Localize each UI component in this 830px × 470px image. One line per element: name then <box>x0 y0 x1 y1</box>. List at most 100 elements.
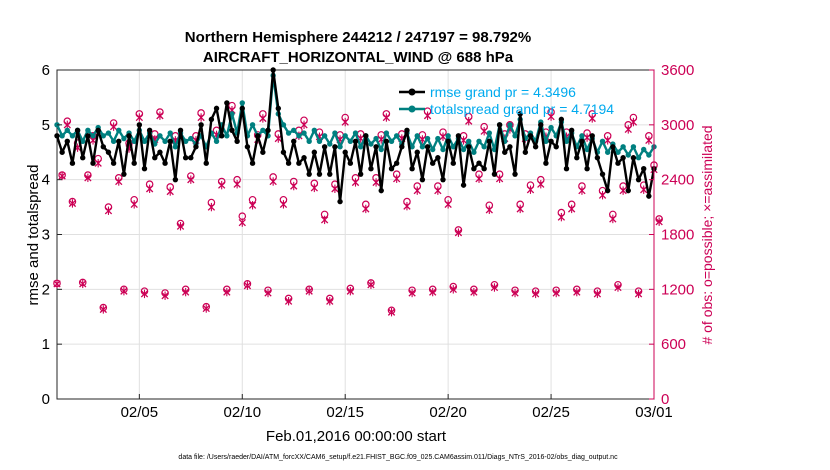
spread-point <box>635 155 642 161</box>
obs-assimilated-marker <box>341 117 349 127</box>
rmse-point <box>249 160 256 166</box>
x-tick-label: 02/25 <box>532 404 570 421</box>
rmse-point <box>332 144 338 150</box>
obs-assimilated-marker <box>176 222 185 231</box>
obs-assimilated-marker <box>248 201 257 210</box>
rmse-point <box>538 122 544 128</box>
rmse-point <box>599 171 606 177</box>
obs-assimilated-marker <box>449 285 457 294</box>
obs-assimilated-marker <box>413 186 421 195</box>
obs-assimilated-marker <box>531 289 540 299</box>
spread-point <box>615 149 621 155</box>
rmse-point <box>296 160 302 166</box>
obs-assimilated-marker <box>104 206 113 215</box>
rmse-point <box>121 171 127 177</box>
spread-point <box>121 135 127 142</box>
obs-assimilated-marker <box>130 200 138 209</box>
rmse-point <box>291 138 297 144</box>
obs-assimilated-marker <box>439 132 447 141</box>
rmse-point <box>213 105 220 112</box>
grid-lines <box>57 69 655 400</box>
spread-point <box>409 144 415 150</box>
obs-assimilated-marker <box>429 287 437 297</box>
spread-point <box>59 133 65 139</box>
rmse-point <box>167 138 173 144</box>
rmse-point <box>435 155 441 161</box>
spread-point <box>630 144 637 150</box>
chart-subtitle: AIRCRAFT_HORIZONTAL_WIND @ 688 hPa <box>203 49 514 66</box>
obs-assimilated-marker <box>238 218 246 227</box>
rmse-point <box>321 144 328 150</box>
rmse-point <box>568 127 575 134</box>
rmse-point <box>95 127 101 134</box>
y2-tick-label: 1800 <box>661 227 694 244</box>
y2-axis-label: # of obs: o=possible; ×=assimilated <box>699 125 715 344</box>
rmse-point <box>604 187 611 194</box>
legend: rmse grand pr = 4.3496 totalspread grand… <box>399 84 614 117</box>
rmse-point <box>563 166 570 172</box>
obs-assimilated-marker <box>470 287 478 297</box>
obs-assimilated-marker <box>387 307 396 317</box>
spread-point <box>548 124 554 131</box>
spread-point <box>291 127 297 134</box>
spread-point <box>512 133 518 139</box>
rmse-point <box>610 144 616 150</box>
spread-point <box>378 146 384 153</box>
obs-assimilated-marker <box>578 186 586 195</box>
rmse-point <box>502 149 508 155</box>
rmse-point <box>69 160 76 166</box>
rmse-point <box>383 138 390 144</box>
obs-assimilated-marker <box>207 202 216 212</box>
obs-assimilated-marker <box>218 180 226 190</box>
obs-assimilated-marker <box>367 280 375 289</box>
rmse-point <box>59 149 65 155</box>
obs-assimilated-marker <box>346 286 355 296</box>
rmse-point <box>327 171 333 177</box>
spread-point <box>64 127 70 134</box>
rmse-point <box>311 149 318 155</box>
obs-assimilated-marker <box>624 125 632 134</box>
obs-assimilated-marker <box>547 112 555 121</box>
obs-assimilated-marker <box>475 174 483 183</box>
rmse-point <box>100 144 107 150</box>
spread-point <box>131 138 137 144</box>
spread-point <box>182 138 189 144</box>
rmse-point <box>409 166 415 172</box>
rmse-point <box>234 138 240 144</box>
spread-point <box>440 146 446 153</box>
spread-point <box>599 138 606 144</box>
y2-tick-label: 3600 <box>661 62 694 79</box>
y-tick-label: 4 <box>42 172 50 189</box>
y2-tick-label: 2400 <box>661 172 694 189</box>
y2-tick-label: 3000 <box>661 117 694 134</box>
rmse-point <box>507 144 513 150</box>
spread-point <box>332 130 338 136</box>
spread-point <box>620 144 626 150</box>
y-tick-label: 5 <box>42 117 50 134</box>
rmse-point <box>373 144 379 150</box>
spread-point <box>579 133 585 139</box>
rmse-point <box>162 160 168 166</box>
rmse-point <box>193 144 199 150</box>
obs-assimilated-marker <box>290 181 298 191</box>
obs-assimilated-marker <box>465 116 473 126</box>
rmse-point <box>337 198 343 205</box>
obs-count-layer <box>53 101 663 317</box>
obs-assimilated-marker <box>614 283 622 292</box>
rmse-point <box>301 155 307 161</box>
rmse-point <box>378 187 384 194</box>
obs-assimilated-marker <box>68 199 77 208</box>
rmse-point <box>574 155 580 161</box>
legend-rmse-label: rmse grand pr = 4.3496 <box>430 84 576 100</box>
rmse-point <box>255 133 261 139</box>
rmse-point <box>486 138 493 144</box>
obs-assimilated-marker <box>444 200 452 209</box>
rmse-point <box>543 160 549 166</box>
obs-assimilated-marker <box>223 287 231 297</box>
rmse-point <box>64 138 70 144</box>
rmse-point <box>275 105 282 112</box>
spread-point <box>285 130 292 136</box>
rmse-point <box>85 133 91 139</box>
spread-point <box>110 138 117 144</box>
rmse-point <box>553 144 559 150</box>
